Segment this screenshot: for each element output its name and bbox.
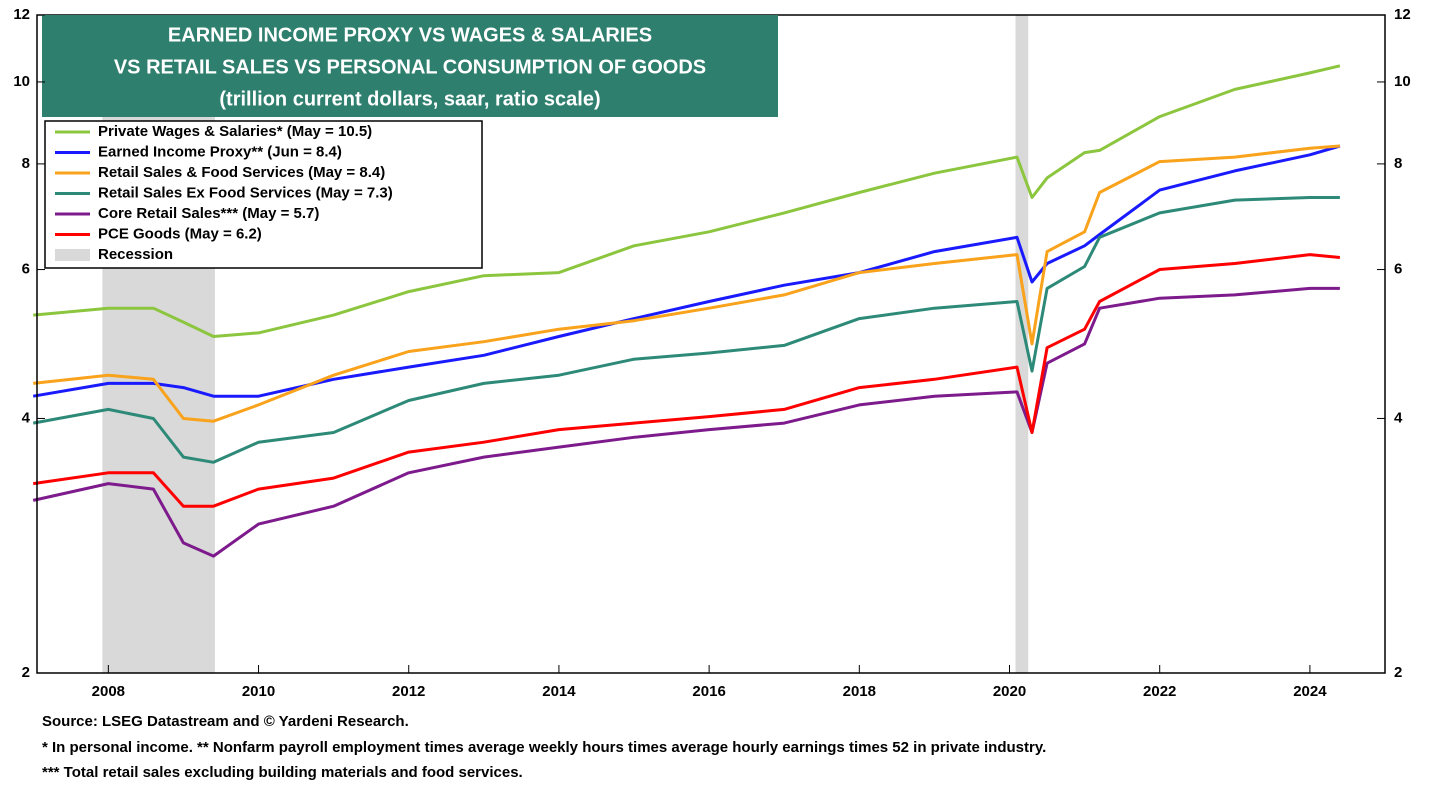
legend-label: Earned Income Proxy** (Jun = 8.4)	[98, 143, 342, 160]
series-line	[32, 144, 1341, 398]
y-tick-label: 2	[1394, 664, 1402, 681]
legend-label: Recession	[98, 246, 173, 263]
series-line	[33, 64, 1341, 338]
y-tick-label: 4	[1394, 409, 1403, 426]
y-tick-label: 8	[1394, 155, 1402, 172]
footnote: Source: LSEG Datastream and © Yardeni Re…	[42, 713, 409, 730]
title-box	[42, 15, 778, 117]
legend-label: Core Retail Sales*** (May = 5.7)	[98, 205, 319, 222]
y-tick-label: 6	[22, 261, 30, 278]
y-tick-label: 8	[22, 155, 30, 172]
footnote: *** Total retail sales excluding buildin…	[42, 764, 523, 781]
chart-title: VS RETAIL SALES VS PERSONAL CONSUMPTION …	[114, 56, 706, 78]
legend-box	[44, 120, 483, 269]
x-tick-label: 2020	[993, 683, 1026, 700]
x-tick-label: 2024	[1293, 683, 1327, 700]
y-tick-label: 4	[22, 409, 31, 426]
legend-swatch	[55, 249, 90, 261]
y-tick-label: 10	[13, 73, 30, 90]
x-tick-label: 2018	[843, 683, 876, 700]
x-tick-label: 2008	[92, 683, 125, 700]
series-line	[33, 144, 1341, 423]
y-tick-label: 10	[1394, 73, 1411, 90]
footnote: * In personal income. ** Nonfarm payroll…	[42, 739, 1046, 756]
x-tick-label: 2016	[692, 683, 725, 700]
line-layer	[32, 64, 1341, 558]
y-tick-label: 12	[1394, 6, 1411, 23]
chart-subtitle: (trillion current dollars, saar, ratio s…	[219, 88, 600, 110]
x-tick-label: 2012	[392, 683, 425, 700]
x-tick-label: 2022	[1143, 683, 1176, 700]
legend-label: Retail Sales Ex Food Services (May = 7.3…	[98, 184, 393, 201]
series-line	[32, 253, 1341, 508]
legend-label: Retail Sales & Food Services (May = 8.4)	[98, 164, 385, 181]
x-tick-label: 2014	[542, 683, 576, 700]
series-line	[32, 286, 1340, 558]
chart-title: EARNED INCOME PROXY VS WAGES & SALARIES	[168, 24, 652, 46]
legend-label: PCE Goods (May = 6.2)	[98, 225, 262, 242]
x-tick-label: 2010	[242, 683, 275, 700]
y-tick-label: 12	[13, 6, 30, 23]
series-line	[32, 196, 1340, 464]
y-tick-label: 2	[22, 664, 30, 681]
y-tick-label: 6	[1394, 261, 1402, 278]
legend-label: Private Wages & Salaries* (May = 10.5)	[98, 123, 372, 140]
